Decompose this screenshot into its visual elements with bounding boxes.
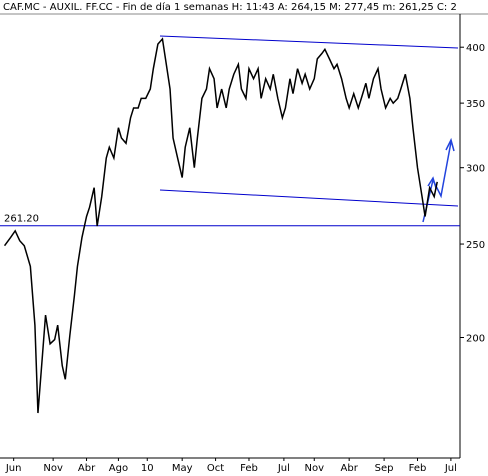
y-tick-label: 250 xyxy=(466,240,485,251)
x-tick-label: Nov xyxy=(43,463,63,474)
support-label: 261.20 xyxy=(4,214,39,225)
x-tick-label: Nov xyxy=(304,463,324,474)
y-tick-label: 200 xyxy=(466,334,485,345)
y-tick-label: 400 xyxy=(466,43,485,54)
arrow-head xyxy=(427,176,437,189)
x-tick-label: Sep xyxy=(375,463,394,474)
lower-trend-line xyxy=(159,189,459,207)
x-tick-label: Jun xyxy=(5,463,22,474)
chart-title: CAF.MC - AUXIL. FF.CC - Fin de día 1 sem… xyxy=(3,1,457,13)
arrow-head xyxy=(445,137,455,152)
x-tick-label: May xyxy=(172,463,193,474)
x-tick-label: Oct xyxy=(207,463,224,474)
x-tick-label: Feb xyxy=(240,463,258,474)
x-tick-label: 10 xyxy=(141,463,154,474)
y-tick-label: 300 xyxy=(466,164,485,175)
upper-trend-line xyxy=(159,35,459,49)
x-tick-label: Jul xyxy=(277,463,290,474)
y-tick-label: 350 xyxy=(466,99,485,110)
x-tick-label: Abr xyxy=(78,463,96,474)
x-tick-label: Ago xyxy=(109,463,128,474)
x-tick-label: Jul xyxy=(444,463,457,474)
x-tick-label: Abr xyxy=(341,463,359,474)
x-tick-label: Feb xyxy=(409,463,427,474)
price-line xyxy=(3,37,438,414)
